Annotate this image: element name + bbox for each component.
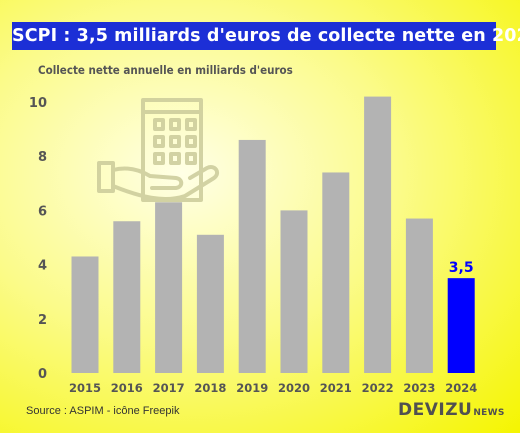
x-tick-label: 2019 bbox=[236, 381, 268, 395]
bar-2023 bbox=[405, 218, 433, 373]
y-tick-label: 4 bbox=[38, 259, 47, 274]
bar-2018 bbox=[196, 234, 224, 373]
bar-2020 bbox=[280, 210, 308, 373]
y-axis-ticks: 0 2 4 6 8 10 bbox=[29, 96, 47, 382]
chart-title: SCPI : 3,5 milliards d'euros de collecte… bbox=[12, 22, 520, 50]
x-axis-labels: 2015 2016 2017 2018 2019 2020 2021 2022 2023 2024 bbox=[69, 381, 477, 395]
bar-2022 bbox=[364, 96, 392, 373]
bar-2019 bbox=[238, 139, 266, 373]
bar-2021 bbox=[322, 172, 350, 373]
x-tick-label: 2018 bbox=[194, 381, 226, 395]
source-note: Source : ASPIM - icône Freepik bbox=[26, 405, 180, 417]
x-tick-label: 2021 bbox=[320, 381, 352, 395]
data-label: 3,5 bbox=[449, 260, 474, 276]
y-tick-label: 8 bbox=[38, 150, 47, 165]
bar-2016 bbox=[113, 221, 141, 373]
brand-name: DEVIZU bbox=[398, 400, 473, 420]
bar-2017 bbox=[155, 202, 183, 373]
x-tick-label: 2017 bbox=[153, 381, 185, 395]
y-tick-label: 10 bbox=[29, 96, 47, 111]
chart-subtitle: Collecte nette annuelle en milliards d'e… bbox=[38, 63, 293, 77]
building-on-hand-icon bbox=[97, 98, 219, 202]
data-labels: 3,5 bbox=[449, 260, 474, 276]
x-tick-label: 2016 bbox=[111, 381, 143, 395]
bar-2024 bbox=[447, 278, 475, 373]
x-tick-label: 2015 bbox=[69, 381, 101, 395]
bars bbox=[71, 96, 475, 373]
y-tick-label: 0 bbox=[38, 367, 47, 382]
y-tick-label: 6 bbox=[38, 204, 47, 219]
x-tick-label: 2020 bbox=[278, 381, 310, 395]
x-tick-label: 2022 bbox=[362, 381, 394, 395]
brand-logo: DEVIZUNEWS bbox=[398, 400, 505, 420]
x-tick-label: 2023 bbox=[403, 381, 435, 395]
y-tick-label: 2 bbox=[38, 313, 47, 328]
bar-2015 bbox=[71, 256, 99, 373]
brand-suffix: NEWS bbox=[473, 408, 505, 418]
x-tick-label: 2024 bbox=[445, 381, 477, 395]
